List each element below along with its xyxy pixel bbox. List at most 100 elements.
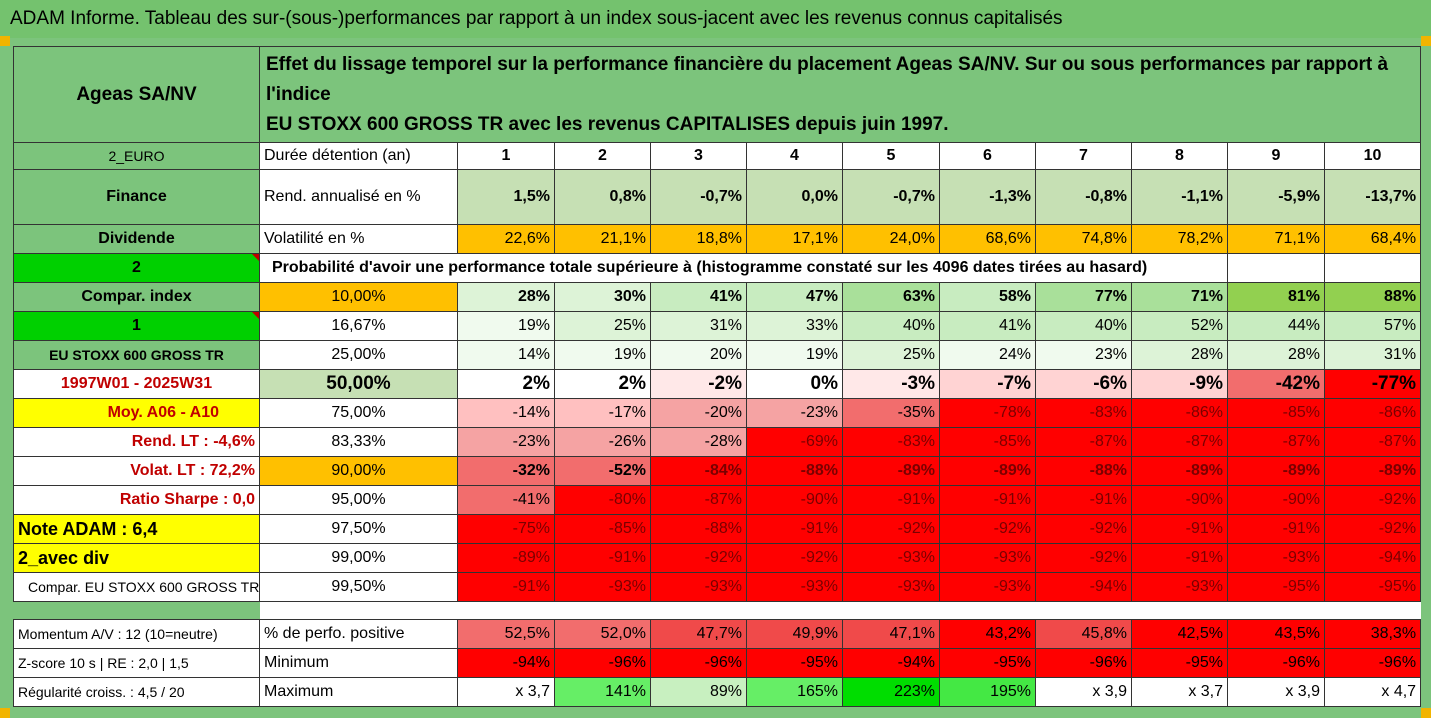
quantile-value: -2% (650, 369, 747, 399)
return-value: -1,1% (1131, 169, 1228, 225)
minimum-value: -94% (842, 648, 940, 678)
year-header: 8 (1131, 142, 1228, 170)
quantile-value: 19% (457, 311, 555, 341)
currency-label: 2_EURO (13, 142, 260, 170)
long-term-return-label: Rend. LT : -4,6% (13, 427, 260, 457)
quantile-value: -9% (1131, 369, 1228, 399)
quantile-value: 30% (554, 282, 651, 312)
quantile-value: 2% (554, 369, 651, 399)
quantile-value: -28% (650, 427, 747, 457)
quantile-value: -93% (842, 572, 940, 602)
quantile-value: -95% (1323, 572, 1422, 602)
quantile-value: -85% (939, 427, 1036, 457)
quantile-value: -91% (939, 485, 1036, 515)
quantile-row: 1 16,67% 19% 25% 31% 33% 40% 41% 40% 52% 44% 57% (13, 311, 1422, 341)
quantile-value: -93% (746, 572, 843, 602)
quantile-value: -89% (1227, 456, 1325, 486)
zscore-label: Z-score 10 s | RE : 2,0 | 1,5 (13, 648, 260, 678)
quantile-value: -91% (1227, 514, 1325, 544)
quantile-value: 33% (746, 311, 843, 341)
quantile-value: -41% (457, 485, 555, 515)
minimum-value: -94% (457, 648, 555, 678)
quantile-value: -95% (1227, 572, 1325, 602)
volatility-value: 71,1% (1227, 224, 1325, 254)
quantile-value: -93% (939, 543, 1036, 573)
performance-table: Ageas SA/NV Effet du lissage temporel sur… (13, 46, 1422, 707)
quantile-value: -92% (939, 514, 1036, 544)
quantile-value: -85% (554, 514, 651, 544)
minimum-value: -96% (1035, 648, 1132, 678)
quantile-value: -14% (457, 398, 555, 428)
minimum-label: Minimum (259, 648, 458, 678)
quantile-value: 19% (746, 340, 843, 370)
year-header: 7 (1035, 142, 1132, 170)
quantile-row: Rend. LT : -4,6% 83,33% -23% -26% -28% -69% -8… (13, 427, 1422, 457)
quantile-percent: 10,00% (259, 282, 458, 312)
quantile-value: 40% (842, 311, 940, 341)
with-dividend-label: 2_avec div (13, 543, 260, 573)
quantile-value: -90% (1227, 485, 1325, 515)
positive-value: 45,8% (1035, 619, 1132, 649)
quantile-value: -78% (939, 398, 1036, 428)
minimum-value: -96% (1323, 648, 1422, 678)
minimum-value: -96% (554, 648, 651, 678)
positive-value: 52,5% (457, 619, 555, 649)
return-value: -1,3% (939, 169, 1036, 225)
quantile-value: -94% (1323, 543, 1422, 573)
quantile-row: 1997W01 - 2025W31 50,00% 2% 2% -2% 0% -3% -7% -6… (13, 369, 1422, 399)
volatility-value: 74,8% (1035, 224, 1132, 254)
quantile-value: -92% (842, 514, 940, 544)
quantile-value: -84% (650, 456, 747, 486)
sharpe-ratio-label: Ratio Sharpe : 0,0 (13, 485, 260, 515)
description-line-1: Effet du lissage temporel sur la perform… (266, 53, 1389, 105)
quantile-value: -69% (746, 427, 843, 457)
quantile-value: -77% (1323, 369, 1422, 399)
quantile-value: -92% (746, 543, 843, 573)
quantile-percent: 16,67% (259, 311, 458, 341)
volatility-value: 24,0% (842, 224, 940, 254)
quantile-value: -88% (746, 456, 843, 486)
return-value: -13,7% (1323, 169, 1422, 225)
return-value: 0,0% (746, 169, 843, 225)
probability-row: 2 Probabilité d'avoir une performance tot… (13, 253, 1422, 283)
quantile-value: 63% (842, 282, 940, 312)
quantile-value: -26% (554, 427, 651, 457)
quantile-value: -87% (1131, 427, 1228, 457)
quantile-value: -83% (842, 427, 940, 457)
year-header: 9 (1227, 142, 1325, 170)
quantile-value: 0% (746, 369, 843, 399)
quantile-row: Ratio Sharpe : 0,0 95,00% -41% -80% -87% -90%… (13, 485, 1422, 515)
volatility-value: 17,1% (746, 224, 843, 254)
quantile-value: 40% (1035, 311, 1132, 341)
quantile-value: -89% (457, 543, 555, 573)
description-line-2: EU STOXX 600 GROSS TR avec les revenus C… (266, 113, 949, 135)
year-header: 1 (457, 142, 555, 170)
year-header: 6 (939, 142, 1036, 170)
quantile-value: 81% (1227, 282, 1325, 312)
quantile-value: -92% (1323, 485, 1422, 515)
quantile-row: Compar. index 10,00% 28% 30% 41% 47% 63% 58% 77%… (13, 282, 1422, 312)
quantile-value: -93% (842, 543, 940, 573)
return-value: -0,7% (650, 169, 747, 225)
quantile-value: 25% (842, 340, 940, 370)
comparison-label: Compar. EU STOXX 600 GROSS TR (13, 572, 260, 602)
volatility-value: 18,8% (650, 224, 747, 254)
quantile-value: 28% (1227, 340, 1325, 370)
regularity-label: Régularité croiss. : 4,5 / 20 (13, 677, 260, 707)
period-label: 1997W01 - 2025W31 (13, 369, 260, 399)
quantile-value: 14% (457, 340, 555, 370)
volatility-value: 68,4% (1323, 224, 1422, 254)
positive-value: 47,7% (650, 619, 747, 649)
maximum-value: 165% (746, 677, 843, 707)
quantile-value: -91% (1035, 485, 1132, 515)
quantile-value: 20% (650, 340, 747, 370)
quantile-value: -32% (457, 456, 555, 486)
quantile-row: EU STOXX 600 GROSS TR 25,00% 14% 19% 20% 19% 2… (13, 340, 1422, 370)
quantile-percent: 50,00% (259, 369, 458, 399)
quantile-value: 44% (1227, 311, 1325, 341)
quantile-value: 31% (1323, 340, 1422, 370)
quantile-percent: 97,50% (259, 514, 458, 544)
quantile-value: 47% (746, 282, 843, 312)
quantile-value: -93% (554, 572, 651, 602)
corner-marker-bottom-right (1421, 708, 1431, 718)
